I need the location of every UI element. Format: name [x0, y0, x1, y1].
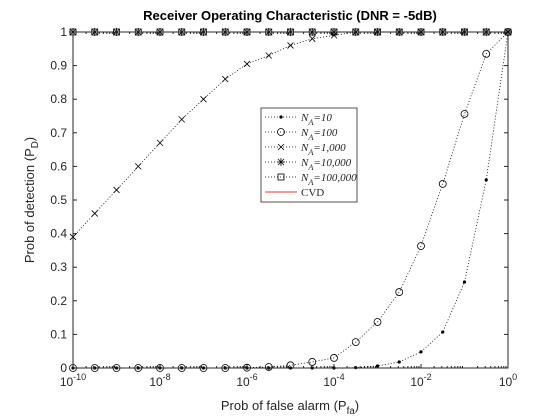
marker: [286, 361, 295, 370]
x-tick-label: 10-8: [149, 372, 170, 389]
y-tick-label: 0.9: [50, 59, 67, 73]
marker: [484, 178, 488, 182]
legend-label: NA=10,000: [300, 157, 352, 172]
y-tick-label: 0.5: [50, 193, 67, 207]
marker: [113, 186, 120, 194]
x-tick-label: 10-6: [236, 372, 257, 389]
y-tick-label: 0.7: [50, 126, 67, 140]
y-tick-label: 0.3: [50, 260, 67, 274]
marker: [419, 350, 423, 354]
legend-label: NA=10: [300, 112, 332, 127]
marker: [265, 52, 273, 59]
y-tick-label: 0.1: [50, 327, 67, 341]
marker: [482, 49, 491, 58]
marker: [330, 354, 338, 362]
marker: [91, 210, 99, 217]
x-axis-label: Prob of false alarm (Pfa): [221, 398, 359, 417]
marker: [308, 358, 317, 366]
marker: [351, 338, 360, 347]
marker: [462, 280, 467, 284]
marker: [397, 360, 401, 364]
x-tick-label: 10-2: [410, 372, 431, 389]
legend: NA=10NA=100NA=1,000NA=10,000NA=100,000CV…: [260, 107, 358, 203]
marker: [441, 330, 445, 334]
marker: [287, 42, 294, 49]
marker: [277, 128, 285, 136]
marker: [460, 110, 469, 118]
marker: [277, 173, 285, 181]
axes-box: [72, 31, 509, 369]
x-tick-label: 100: [499, 372, 517, 389]
marker: [373, 318, 382, 326]
marker: [178, 116, 186, 123]
marker: [438, 179, 447, 188]
y-tick-label: 1: [60, 25, 67, 39]
marker: [395, 288, 404, 296]
marker: [221, 75, 229, 83]
marker: [417, 242, 425, 250]
x-tick-label: 10-4: [323, 372, 344, 389]
y-tick-label: 0: [60, 361, 67, 375]
marker: [279, 115, 283, 119]
marker: [200, 95, 207, 103]
y-tick-label: 0.6: [50, 159, 67, 173]
y-tick-label: 0.4: [50, 227, 67, 241]
y-axis-label: Prob of detection (PD): [22, 137, 41, 263]
legend-label: NA=100: [300, 127, 338, 142]
marker: [308, 35, 316, 43]
chart-title: Receiver Operating Characteristic (DNR =…: [143, 8, 437, 23]
marker: [277, 158, 285, 166]
marker: [134, 163, 142, 170]
marker: [277, 143, 285, 151]
marker: [243, 60, 251, 68]
legend-box: [260, 107, 358, 203]
marker: [264, 363, 273, 371]
legend-label: NA=100,000: [300, 172, 357, 187]
y-tick-label: 0.2: [50, 294, 67, 308]
marker: [375, 364, 380, 368]
y-tick-label: 0.8: [50, 92, 67, 106]
legend-label: CVD: [301, 187, 324, 199]
marker: [156, 139, 164, 147]
x-tick-label: 10-10: [60, 372, 86, 389]
legend-label: NA=1,000: [300, 142, 346, 157]
